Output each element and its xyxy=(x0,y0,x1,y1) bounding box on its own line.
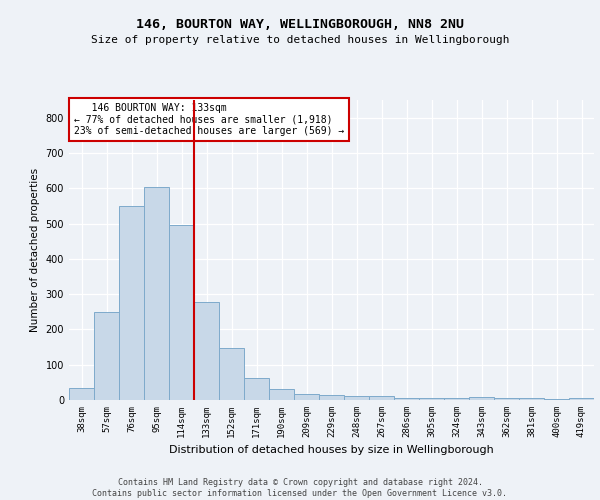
Bar xyxy=(94,312,119,400)
Bar xyxy=(319,396,344,400)
Bar xyxy=(494,398,519,400)
Bar xyxy=(369,396,394,400)
Bar xyxy=(569,398,594,400)
Bar xyxy=(169,225,194,400)
Bar xyxy=(419,398,444,400)
Bar xyxy=(269,390,294,400)
Bar xyxy=(219,348,244,400)
Text: 146, BOURTON WAY, WELLINGBOROUGH, NN8 2NU: 146, BOURTON WAY, WELLINGBOROUGH, NN8 2N… xyxy=(136,18,464,30)
Bar xyxy=(244,378,269,400)
Bar xyxy=(344,396,369,400)
Bar xyxy=(69,388,94,400)
Text: Size of property relative to detached houses in Wellingborough: Size of property relative to detached ho… xyxy=(91,35,509,45)
Bar xyxy=(144,187,169,400)
Bar xyxy=(119,206,144,400)
Bar xyxy=(469,397,494,400)
Text: Contains HM Land Registry data © Crown copyright and database right 2024.
Contai: Contains HM Land Registry data © Crown c… xyxy=(92,478,508,498)
Bar xyxy=(544,398,569,400)
Bar xyxy=(194,302,219,400)
Bar xyxy=(394,398,419,400)
Y-axis label: Number of detached properties: Number of detached properties xyxy=(30,168,40,332)
Bar xyxy=(444,398,469,400)
Bar xyxy=(294,394,319,400)
Bar xyxy=(519,398,544,400)
X-axis label: Distribution of detached houses by size in Wellingborough: Distribution of detached houses by size … xyxy=(169,446,494,456)
Text: 146 BOURTON WAY: 133sqm
← 77% of detached houses are smaller (1,918)
23% of semi: 146 BOURTON WAY: 133sqm ← 77% of detache… xyxy=(74,103,344,136)
